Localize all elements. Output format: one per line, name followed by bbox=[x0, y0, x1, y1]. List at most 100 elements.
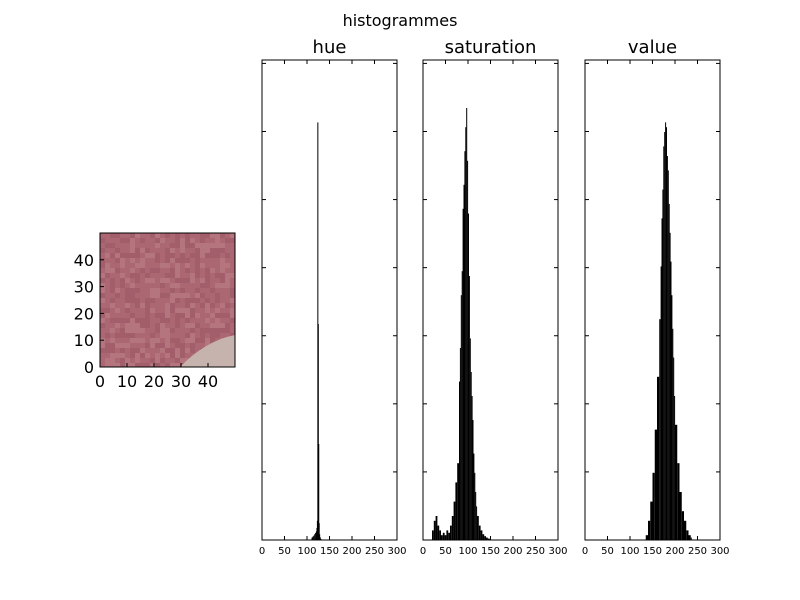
image-texture-cell bbox=[220, 273, 225, 278]
image-texture-cell bbox=[190, 343, 195, 348]
image-texture-cell bbox=[195, 273, 200, 278]
image-texture-cell bbox=[110, 338, 115, 343]
image-texture-cell bbox=[230, 288, 235, 293]
image-texture-cell bbox=[200, 243, 205, 248]
value-bar bbox=[677, 463, 680, 540]
image-texture-cell bbox=[210, 333, 215, 338]
value-x-tick-label: 200 bbox=[665, 546, 684, 557]
image-texture-cell bbox=[125, 318, 130, 323]
saturation-bar bbox=[433, 520, 436, 540]
image-texture-cell bbox=[195, 253, 200, 258]
image-texture-cell bbox=[110, 353, 115, 358]
image-texture-cell bbox=[205, 328, 210, 333]
image-texture-cell bbox=[190, 298, 195, 303]
image-texture-cell bbox=[135, 363, 140, 367]
image-texture-cell bbox=[230, 313, 235, 318]
image-texture-cell bbox=[110, 243, 115, 248]
image-texture-cell bbox=[130, 288, 135, 293]
image-texture-cell bbox=[155, 353, 160, 358]
value-bar bbox=[668, 204, 670, 540]
image-texture-cell bbox=[220, 283, 225, 288]
image-texture-cell bbox=[215, 318, 220, 323]
image-texture-cell bbox=[100, 273, 105, 278]
value-bar bbox=[654, 429, 657, 540]
image-texture-cell bbox=[205, 303, 210, 308]
image-texture-cell bbox=[115, 248, 120, 253]
saturation-x-tick-label: 300 bbox=[548, 546, 567, 557]
image-texture-cell bbox=[145, 253, 150, 258]
image-texture-cell bbox=[215, 248, 220, 253]
saturation-bar bbox=[451, 516, 454, 540]
image-y-tick-label: 20 bbox=[74, 304, 94, 323]
image-texture-cell bbox=[195, 338, 200, 343]
value-bar bbox=[663, 146, 665, 540]
image-texture-cell bbox=[190, 238, 195, 243]
image-texture-cell bbox=[130, 323, 135, 328]
image-texture-cell bbox=[140, 238, 145, 243]
image-texture-cell bbox=[170, 293, 175, 298]
saturation-bar bbox=[439, 530, 441, 540]
image-texture-cell bbox=[185, 318, 190, 323]
saturation-bar bbox=[486, 537, 488, 540]
image-texture-cell bbox=[145, 313, 150, 318]
value-bar bbox=[660, 266, 662, 540]
image-texture-cell bbox=[230, 273, 235, 278]
image-texture-cell bbox=[125, 288, 130, 293]
image-texture-cell bbox=[155, 363, 160, 367]
image-texture-cell bbox=[140, 318, 145, 323]
image-texture-cell bbox=[205, 253, 210, 258]
image-texture-cell bbox=[170, 288, 175, 293]
value-bar bbox=[672, 328, 674, 540]
image-texture-cell bbox=[135, 278, 140, 283]
image-texture-cell bbox=[155, 253, 160, 258]
saturation-bar bbox=[475, 492, 477, 540]
saturation-bar bbox=[461, 271, 463, 540]
image-texture-cell bbox=[130, 313, 135, 318]
image-texture-cell bbox=[180, 358, 185, 363]
image-texture-cell bbox=[140, 263, 145, 268]
image-texture-cell bbox=[125, 323, 130, 328]
image-texture-cell bbox=[155, 268, 160, 273]
value-bar bbox=[665, 122, 667, 541]
image-texture-cell bbox=[200, 328, 205, 333]
image-texture-cell bbox=[165, 258, 170, 263]
image-texture-cell bbox=[120, 283, 125, 288]
saturation-bar bbox=[487, 538, 490, 540]
image-texture-cell bbox=[180, 353, 185, 358]
image-texture-cell bbox=[205, 268, 210, 273]
image-texture-cell bbox=[120, 258, 125, 263]
image-texture-cell bbox=[150, 358, 155, 363]
image-texture-cell bbox=[190, 338, 195, 343]
image-texture-cell bbox=[125, 253, 130, 258]
image-texture-cell bbox=[105, 273, 110, 278]
hue-x-tick-label: 100 bbox=[297, 546, 316, 557]
image-texture-cell bbox=[120, 333, 125, 338]
saturation-x-tick-label: 250 bbox=[526, 546, 545, 557]
image-texture-cell bbox=[220, 328, 225, 333]
image-texture-cell bbox=[200, 333, 205, 338]
image-texture-cell bbox=[130, 298, 135, 303]
image-texture-cell bbox=[215, 308, 220, 313]
image-texture-cell bbox=[165, 363, 170, 367]
hue-title: hue bbox=[313, 37, 347, 58]
image-texture-cell bbox=[205, 243, 210, 248]
image-texture-cell bbox=[130, 283, 135, 288]
image-texture-cell bbox=[220, 313, 225, 318]
saturation-bar bbox=[432, 530, 434, 540]
hue-bar bbox=[318, 444, 320, 540]
saturation-bar bbox=[477, 516, 479, 540]
image-texture-cell bbox=[215, 328, 220, 333]
image-texture-cell bbox=[185, 243, 190, 248]
value-bar bbox=[652, 472, 655, 540]
hue-x-tick-label: 250 bbox=[365, 546, 384, 557]
image-texture-cell bbox=[195, 258, 200, 263]
value-bar bbox=[688, 535, 691, 540]
image-texture-cell bbox=[200, 238, 205, 243]
image-texture-cell bbox=[150, 293, 155, 298]
image-texture-cell bbox=[175, 233, 180, 238]
image-texture-cell bbox=[110, 298, 115, 303]
image-texture-cell bbox=[180, 348, 185, 353]
image-texture-cell bbox=[170, 258, 175, 263]
image-texture-cell bbox=[160, 293, 165, 298]
image-texture-cell bbox=[110, 233, 115, 238]
